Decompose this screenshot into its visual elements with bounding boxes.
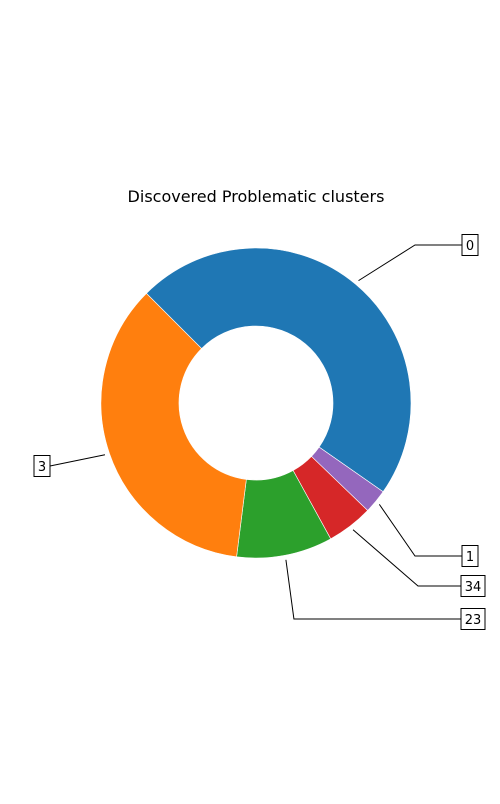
leader-line-1 [378,504,462,557]
slice-label-1: 1 [466,550,474,565]
leader-line-34 [352,529,461,587]
label-box-1 [461,545,479,567]
label-box-3 [33,455,51,477]
slice-annotations: 0 1 34 23 3 [33,234,486,630]
label-box-0 [461,234,479,256]
slice-label-0: 0 [466,239,474,254]
leader-line-3 [49,454,106,467]
donut-slices [100,247,412,559]
leader-line-23 [285,559,461,620]
slice-label-23: 23 [465,613,482,628]
slice-0 [145,247,412,493]
leader-line-0 [358,244,462,282]
chart-title: Discovered Problematic clusters [128,187,385,206]
label-box-34 [460,575,486,597]
slice-label-3: 3 [38,460,46,475]
slice-3 [100,292,247,558]
label-box-23 [460,608,486,630]
slice-label-34: 34 [465,580,482,595]
